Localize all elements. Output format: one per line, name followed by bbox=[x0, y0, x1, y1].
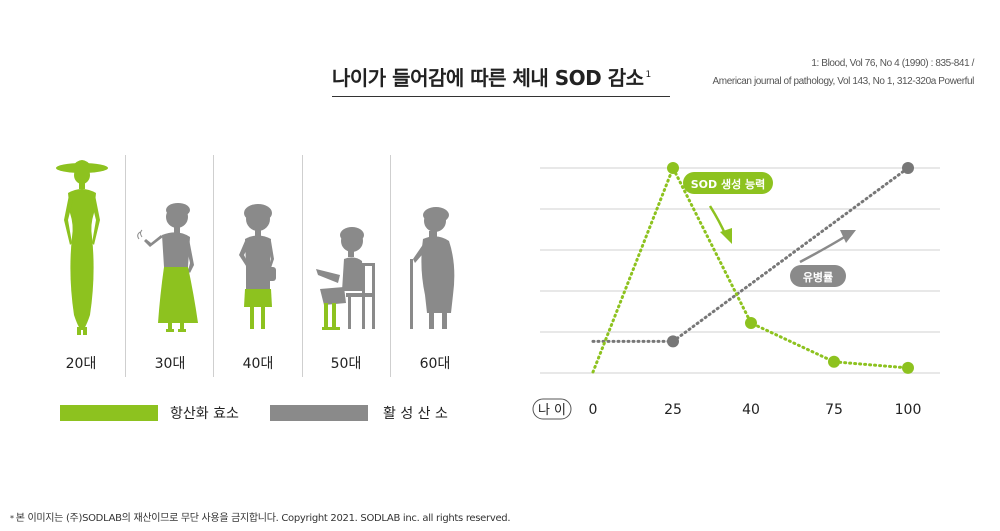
age-label-50s: 50대 bbox=[330, 356, 362, 372]
trend-arrows bbox=[708, 205, 856, 264]
references: 1: Blood, Vol 76, No 4 (1990) : 835-841 … bbox=[712, 55, 975, 91]
prevalence-arrowhead-icon bbox=[840, 230, 856, 243]
callout-prevalence: 유병률 bbox=[790, 265, 846, 287]
footer-text: 본 이미지는 (주)SODLAB의 재산이므로 무단 사용을 금지합니다. Co… bbox=[15, 513, 511, 524]
chart-grid bbox=[540, 167, 940, 374]
legend-label-radical: 활 성 산 소 bbox=[383, 406, 448, 422]
reference-line-2: American journal of pathology, Vol 143, … bbox=[712, 76, 975, 87]
callout-sod: SOD 생성 능력 bbox=[683, 172, 773, 194]
figure-divider bbox=[390, 155, 391, 377]
x-tick-label: 0 bbox=[589, 402, 598, 418]
woman-30s-icon bbox=[137, 203, 198, 332]
legend-swatch-antioxidant bbox=[60, 405, 158, 421]
chart-points bbox=[667, 162, 914, 374]
figure-divider bbox=[125, 155, 126, 377]
title-text: 나이가 들어감에 따른 체내 SOD 감소 bbox=[332, 66, 644, 90]
sod-point bbox=[667, 162, 679, 174]
age-label-60s: 60대 bbox=[419, 356, 451, 372]
page-title: 나이가 들어감에 따른 체내 SOD 감소 1 bbox=[332, 62, 670, 97]
age-label-30s: 30대 bbox=[154, 356, 186, 372]
prevalence-point bbox=[667, 335, 679, 348]
copyright-footer: * 본 이미지는 (주)SODLAB의 재산이므로 무단 사용을 금지합니다. C… bbox=[10, 509, 511, 524]
x-tick-label: 40 bbox=[742, 402, 760, 418]
callout-prevalence-label: 유병률 bbox=[803, 270, 833, 284]
prevalence-trend-arrow-icon bbox=[799, 234, 847, 264]
woman-60s-icon bbox=[410, 207, 455, 329]
age-label-20s: 20대 bbox=[65, 356, 97, 372]
legend-label-antioxidant: 항산화 효소 bbox=[170, 406, 239, 422]
reference-line-1: 1: Blood, Vol 76, No 4 (1990) : 835-841 … bbox=[811, 58, 974, 69]
callout-sod-label: SOD 생성 능력 bbox=[691, 177, 766, 191]
woman-40s-icon bbox=[239, 204, 276, 329]
woman-20s-icon bbox=[56, 160, 108, 335]
sod-line-chart: SOD 생성 능력 유병률 나 이 0 25 40 75 100 bbox=[532, 162, 940, 420]
x-tick-label: 75 bbox=[825, 402, 843, 418]
age-label-40s: 40대 bbox=[242, 356, 274, 372]
sod-line bbox=[591, 164, 910, 374]
sod-point bbox=[902, 361, 914, 374]
figure-divider bbox=[213, 155, 214, 377]
sod-arrowhead-icon bbox=[720, 228, 732, 244]
prevalence-point bbox=[902, 162, 914, 174]
woman-50s-icon bbox=[316, 227, 375, 330]
x-tick-label: 25 bbox=[664, 402, 682, 418]
title-superscript: 1 bbox=[645, 70, 652, 81]
x-axis: 나 이 0 25 40 75 100 bbox=[532, 398, 922, 420]
x-tick-label: 100 bbox=[895, 402, 922, 418]
sod-point bbox=[828, 355, 840, 368]
figure-divider bbox=[302, 155, 303, 377]
legend-swatch-radical bbox=[270, 405, 368, 421]
series-line-sod bbox=[591, 164, 910, 374]
sod-point bbox=[745, 317, 757, 330]
x-tick-labels: 0 25 40 75 100 bbox=[589, 402, 922, 418]
x-axis-label: 나 이 bbox=[538, 403, 566, 418]
footer-asterisk: * bbox=[10, 514, 14, 523]
